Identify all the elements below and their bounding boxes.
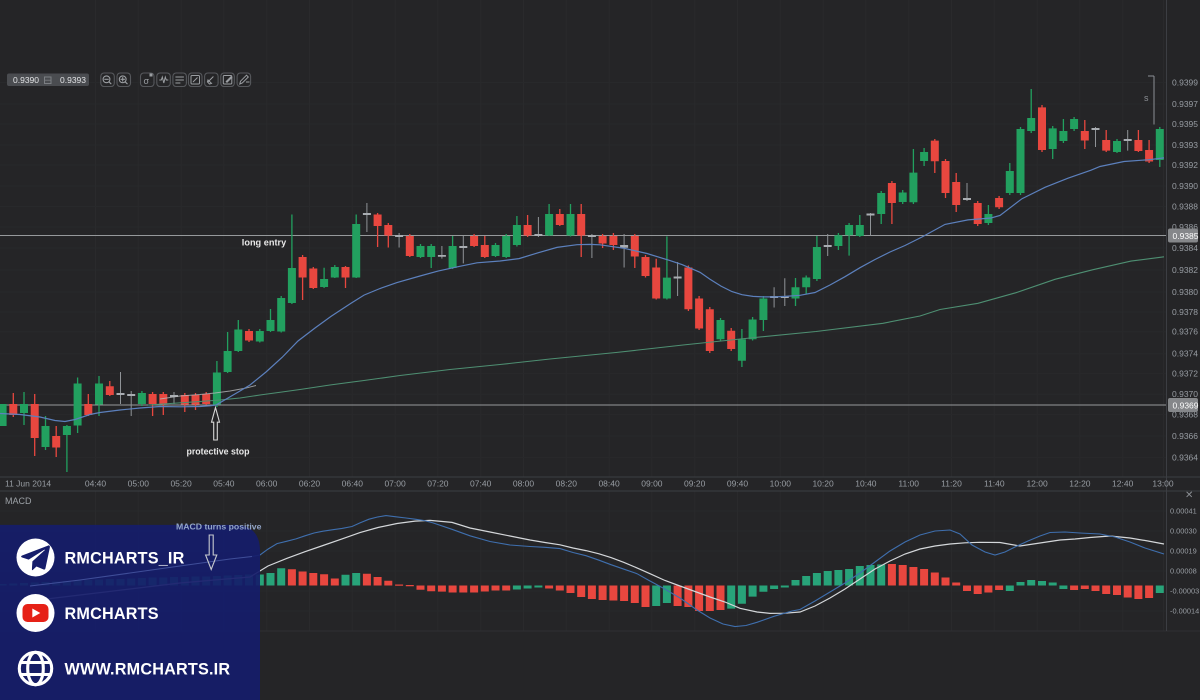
svg-text:protective stop: protective stop <box>186 447 250 457</box>
svg-text:05:00: 05:00 <box>128 479 150 489</box>
svg-text:0.9393: 0.9393 <box>60 75 86 85</box>
svg-text:10:00: 10:00 <box>770 479 792 489</box>
svg-text:12:20: 12:20 <box>1069 479 1091 489</box>
svg-text:-0.00014: -0.00014 <box>1170 607 1199 616</box>
svg-text:0.9374: 0.9374 <box>1172 349 1198 359</box>
svg-text:12:40: 12:40 <box>1112 479 1134 489</box>
svg-text:RMCHARTS_IR: RMCHARTS_IR <box>65 550 185 568</box>
svg-text:10:40: 10:40 <box>855 479 877 489</box>
svg-text:0.9385: 0.9385 <box>1173 231 1199 241</box>
svg-text:0.9395: 0.9395 <box>1172 119 1198 129</box>
svg-text:0.00019: 0.00019 <box>1170 547 1197 556</box>
svg-text:11:40: 11:40 <box>984 479 1005 489</box>
svg-text:11 Jun 2014: 11 Jun 2014 <box>5 479 51 489</box>
svg-text:0.00030: 0.00030 <box>1170 527 1197 536</box>
svg-text:0.00041: 0.00041 <box>1170 507 1197 516</box>
svg-text:06:20: 06:20 <box>299 479 321 489</box>
svg-text:0.9369: 0.9369 <box>1173 401 1199 411</box>
svg-text:0.9376: 0.9376 <box>1172 327 1198 337</box>
svg-text:0.00008: 0.00008 <box>1170 567 1197 576</box>
svg-text:12:00: 12:00 <box>1026 479 1048 489</box>
svg-text:13:00: 13:00 <box>1152 479 1174 489</box>
svg-text:0.9386: 0.9386 <box>1172 222 1198 232</box>
svg-text:0.9390: 0.9390 <box>13 75 39 85</box>
svg-text:0.9390: 0.9390 <box>1172 181 1198 191</box>
svg-text:05:40: 05:40 <box>213 479 235 489</box>
svg-text:08:20: 08:20 <box>556 479 578 489</box>
svg-text:WWW.RMCHARTS.IR: WWW.RMCHARTS.IR <box>65 661 231 679</box>
svg-text:long entry: long entry <box>242 238 287 248</box>
svg-text:09:20: 09:20 <box>684 479 706 489</box>
svg-text:0.9399: 0.9399 <box>1172 78 1198 88</box>
svg-text:s: s <box>1144 93 1149 103</box>
svg-text:0.9372: 0.9372 <box>1172 368 1198 378</box>
svg-text:σ: σ <box>144 76 150 86</box>
svg-text:0.9366: 0.9366 <box>1172 431 1198 441</box>
svg-text:0.9378: 0.9378 <box>1172 307 1198 317</box>
svg-text:09:40: 09:40 <box>727 479 749 489</box>
svg-text:04:40: 04:40 <box>85 479 107 489</box>
svg-text:08:00: 08:00 <box>513 479 535 489</box>
svg-text:08:40: 08:40 <box>598 479 620 489</box>
svg-text:✕: ✕ <box>1185 490 1193 501</box>
svg-text:07:00: 07:00 <box>384 479 406 489</box>
svg-text:0.9382: 0.9382 <box>1172 265 1198 275</box>
svg-text:0.9368: 0.9368 <box>1172 410 1198 420</box>
svg-text:0.9393: 0.9393 <box>1172 140 1198 150</box>
svg-text:06:00: 06:00 <box>256 479 278 489</box>
svg-text:0.9370: 0.9370 <box>1172 389 1198 399</box>
svg-text:07:20: 07:20 <box>427 479 449 489</box>
svg-text:09:00: 09:00 <box>641 479 663 489</box>
svg-text:11:00: 11:00 <box>898 479 919 489</box>
svg-text:-0.00003: -0.00003 <box>1170 587 1199 596</box>
svg-text:0.9388: 0.9388 <box>1172 202 1198 212</box>
svg-text:07:40: 07:40 <box>470 479 492 489</box>
svg-text:RMCHARTS: RMCHARTS <box>65 605 159 623</box>
svg-text:06:40: 06:40 <box>342 479 364 489</box>
svg-text:0.9392: 0.9392 <box>1172 160 1198 170</box>
svg-text:MACD: MACD <box>5 496 32 506</box>
svg-text:0.9380: 0.9380 <box>1172 287 1198 297</box>
svg-text:MACD turns positive: MACD turns positive <box>176 522 262 532</box>
svg-text:0.9397: 0.9397 <box>1172 99 1198 109</box>
svg-text:05:20: 05:20 <box>170 479 192 489</box>
svg-text:0.9384: 0.9384 <box>1172 243 1198 253</box>
svg-text:11:20: 11:20 <box>941 479 962 489</box>
svg-text:0.9364: 0.9364 <box>1172 452 1198 462</box>
svg-text:10:20: 10:20 <box>812 479 834 489</box>
